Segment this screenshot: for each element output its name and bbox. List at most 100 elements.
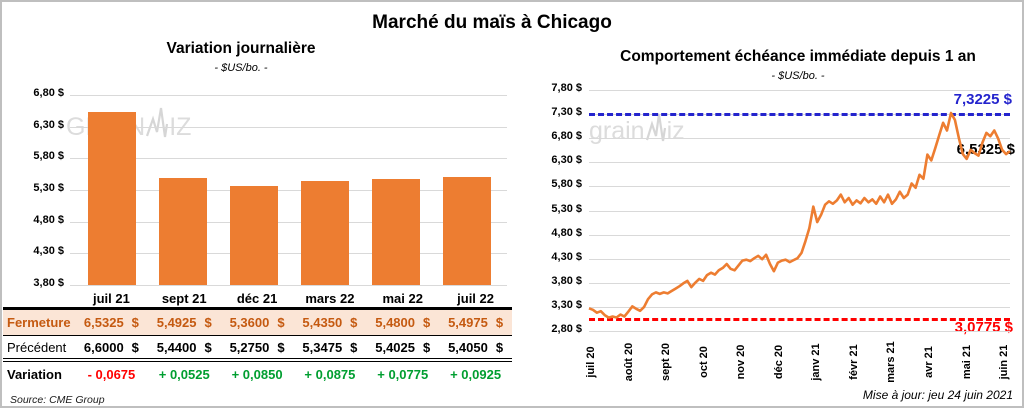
- currency-sign: $: [204, 315, 212, 330]
- prev-value: 5,2750 $: [221, 340, 294, 355]
- x-axis-label: oct 20: [697, 346, 710, 378]
- close-value: 5,3600 $: [221, 315, 294, 330]
- y-axis-label: 7,80 $: [551, 82, 582, 94]
- left-chart-title: Variation journalière: [166, 40, 316, 57]
- cell-number: 5,3475: [302, 339, 343, 355]
- gridline: [70, 158, 507, 160]
- max-price-annotation: 7,3225 $: [953, 91, 1012, 108]
- max-price-line: [589, 113, 1010, 116]
- currency-sign: $: [277, 339, 285, 355]
- right-chart-subtitle: - $US/bo. -: [771, 70, 825, 82]
- gridline: [70, 190, 507, 191]
- close-value: 5,4925 $: [148, 315, 221, 330]
- grainwiz-watermark: grain iz: [589, 112, 685, 144]
- gridline: [70, 253, 507, 255]
- cell-number: 6,5325: [83, 315, 124, 330]
- currency-sign: $: [350, 315, 358, 330]
- cell-number: 5,2750: [229, 339, 270, 355]
- cell-number: 5,4975: [448, 315, 488, 330]
- gridline: [70, 126, 507, 128]
- close-value: 5,4800 $: [366, 315, 439, 330]
- x-axis-label: juil 20: [585, 346, 597, 378]
- page-title: Marché du maïs à Chicago: [372, 12, 612, 33]
- currency-sign: $: [350, 339, 358, 355]
- front-month-chart: Comportement échéance immédiate depuis 1…: [514, 2, 1022, 406]
- close-value: 6,5325 $: [75, 315, 148, 330]
- price-line: [588, 111, 1011, 319]
- gridline: [589, 138, 1010, 140]
- y-axis-label: 4,30 $: [551, 250, 582, 263]
- month-header: sept 21: [161, 290, 207, 306]
- y-axis-label: 5,80 $: [33, 150, 64, 163]
- y-axis-label: 5,30 $: [551, 202, 582, 215]
- x-axis-label: janv 21: [810, 343, 823, 381]
- cell-number: 5,4400: [156, 339, 197, 355]
- x-axis-label: août 20: [622, 342, 635, 382]
- y-axis-label: 5,30 $: [33, 182, 64, 194]
- x-axis-label: avr 21: [922, 346, 935, 378]
- row-label: Fermeture: [7, 315, 71, 330]
- cell-number: 5,4800: [375, 315, 415, 330]
- currency-sign: $: [423, 315, 431, 330]
- gridline: [589, 258, 1010, 260]
- gridline: [589, 234, 1010, 236]
- month-header: juil 21: [92, 290, 130, 306]
- right-chart-title: Comportement échéance immédiate depuis 1…: [620, 48, 976, 65]
- currency-sign: $: [495, 315, 504, 330]
- y-axis-label: 2,80 $: [551, 323, 582, 335]
- y-axis-label: 6,80 $: [551, 130, 582, 143]
- gridline: [70, 285, 507, 286]
- currency-sign: $: [495, 339, 504, 355]
- gridline: [70, 95, 507, 96]
- y-axis-label: 4,80 $: [551, 226, 582, 239]
- x-axis-label: juin 21: [998, 344, 1011, 380]
- prev-value: 5,4025 $: [366, 340, 439, 355]
- bar-sept-21: [159, 177, 207, 285]
- prev-value: 5,4050 $: [439, 340, 512, 355]
- var-value: - 0,0675: [87, 366, 136, 382]
- update-note: Mise à jour: jeu 24 juin 2021: [862, 388, 1013, 402]
- y-axis-label: 3,80 $: [551, 274, 582, 287]
- source-note: Source: CME Group: [10, 394, 105, 406]
- gridline: [589, 331, 1010, 332]
- daily-variation-chart: Variation journalière - $US/bo. - GRAIN …: [2, 2, 514, 406]
- row-label: Précédent: [7, 339, 67, 355]
- gridline: [70, 221, 507, 223]
- bar-mars-22: [301, 181, 349, 285]
- month-header: juil 22: [457, 290, 494, 306]
- y-axis-label: 3,80 $: [33, 277, 64, 289]
- prev-value: 5,3475 $: [294, 340, 367, 355]
- x-axis-label: nov 20: [735, 344, 748, 380]
- gridline: [589, 210, 1010, 212]
- y-axis-label: 4,80 $: [33, 213, 64, 226]
- prev-value: 5,4400 $: [148, 340, 221, 355]
- bar-mai-22: [372, 178, 420, 285]
- currency-sign: $: [131, 339, 139, 355]
- cell-number: 5,4350: [302, 315, 343, 330]
- prev-value: 6,6000 $: [75, 340, 148, 355]
- bar-juil-21: [88, 111, 136, 285]
- y-axis-label: 4,30 $: [33, 245, 64, 258]
- x-axis-label: mai 21: [960, 344, 973, 380]
- watermark-spike-icon: [146, 107, 169, 138]
- table-row-close: Fermeture 6,5325 $5,4925 $5,3600 $5,4350 $5,4…: [3, 310, 512, 336]
- table-header-row: juil 21 sept 21 déc 21 mars 22 mai 22 juil 22: [3, 289, 512, 310]
- var-value: + 0,0925: [450, 366, 502, 382]
- left-chart-subtitle: - $US/bo. -: [214, 62, 268, 74]
- y-axis-label: 6,30 $: [33, 118, 64, 131]
- table-row-var: Variation - 0,0675 + 0,0525 + 0,0850 + 0,087…: [3, 362, 512, 386]
- currency-sign: $: [204, 339, 212, 355]
- y-axis-label: 7,30 $: [551, 106, 582, 119]
- x-axis-label: déc 20: [772, 344, 785, 380]
- var-value: + 0,0525: [158, 366, 210, 382]
- price-table: juil 21 sept 21 déc 21 mars 22 mai 22 juil 22…: [3, 289, 512, 386]
- cell-number: 5,4025: [375, 339, 415, 355]
- month-header: déc 21: [236, 290, 278, 306]
- gridline: [589, 306, 1010, 308]
- x-axis-label: mars 21: [885, 341, 898, 383]
- currency-sign: $: [423, 339, 431, 355]
- month-header: mars 22: [305, 290, 355, 306]
- cell-number: 5,4925: [156, 315, 197, 330]
- var-value: + 0,0875: [304, 366, 356, 382]
- var-value: + 0,0850: [231, 366, 283, 382]
